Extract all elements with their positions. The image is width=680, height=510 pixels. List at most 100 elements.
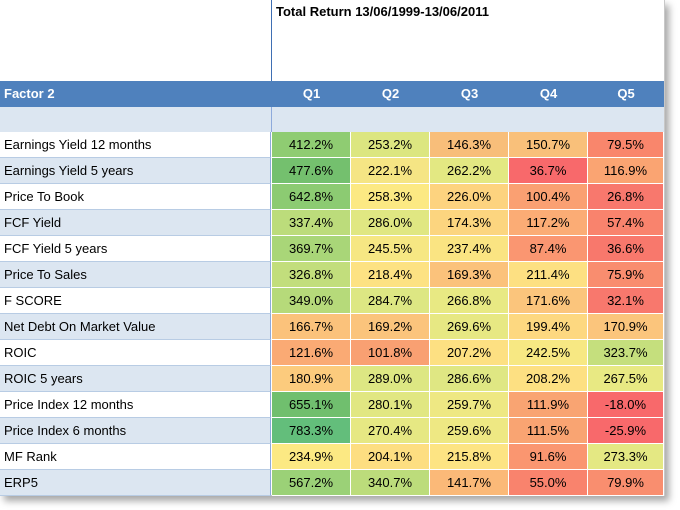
header-q1[interactable]: Q1: [302, 86, 321, 101]
return-cell-q2[interactable]: 218.4%: [351, 262, 430, 288]
blank-row[interactable]: [0, 107, 664, 132]
return-cell-q4[interactable]: 36.7%: [509, 158, 588, 184]
table-row: Net Debt On Market Value 166.7% 169.2% 269.…: [0, 314, 664, 340]
return-cell-q5[interactable]: 26.8%: [588, 184, 664, 210]
return-cell-q3[interactable]: 286.6%: [430, 366, 509, 392]
table-row: FCF Yield 337.4% 286.0% 174.3% 117.2% 57.4%: [0, 210, 664, 236]
return-cell-q3[interactable]: 266.8%: [430, 288, 509, 314]
return-cell-q3[interactable]: 169.3%: [430, 262, 509, 288]
return-cell-q2[interactable]: 204.1%: [351, 444, 430, 470]
return-cell-q1[interactable]: 180.9%: [272, 366, 351, 392]
factor-name-cell[interactable]: Net Debt On Market Value: [0, 314, 271, 340]
return-cell-q2[interactable]: 245.5%: [351, 236, 430, 262]
return-cell-q4[interactable]: 171.6%: [509, 288, 588, 314]
return-cell-q4[interactable]: 242.5%: [509, 340, 588, 366]
factor-name-cell[interactable]: Price Index 6 months: [0, 418, 271, 444]
return-cell-q5[interactable]: 323.7%: [588, 340, 664, 366]
return-cell-q1[interactable]: 349.0%: [272, 288, 351, 314]
factor-name-cell[interactable]: ROIC: [0, 340, 271, 366]
return-cell-q1[interactable]: 121.6%: [272, 340, 351, 366]
return-cell-q4[interactable]: 150.7%: [509, 132, 588, 158]
return-cell-q3[interactable]: 262.2%: [430, 158, 509, 184]
return-cell-q3[interactable]: 259.7%: [430, 392, 509, 418]
return-cell-q4[interactable]: 100.4%: [509, 184, 588, 210]
return-cell-q5[interactable]: -25.9%: [588, 418, 664, 444]
return-cell-q5[interactable]: 79.5%: [588, 132, 664, 158]
return-cell-q2[interactable]: 258.3%: [351, 184, 430, 210]
return-cell-q5[interactable]: 36.6%: [588, 236, 664, 262]
return-cell-q2[interactable]: 284.7%: [351, 288, 430, 314]
return-cell-q4[interactable]: 199.4%: [509, 314, 588, 340]
factor-name-cell[interactable]: FCF Yield 5 years: [0, 236, 271, 262]
table-row: Price Index 12 months 655.1% 280.1% 259.7% 1…: [0, 392, 664, 418]
return-cell-q3[interactable]: 237.4%: [430, 236, 509, 262]
return-cell-q4[interactable]: 91.6%: [509, 444, 588, 470]
return-cell-q2[interactable]: 101.8%: [351, 340, 430, 366]
return-cell-q5[interactable]: 170.9%: [588, 314, 664, 340]
return-cell-q1[interactable]: 337.4%: [272, 210, 351, 236]
return-cell-q3[interactable]: 207.2%: [430, 340, 509, 366]
return-cell-q2[interactable]: 289.0%: [351, 366, 430, 392]
return-cell-q3[interactable]: 174.3%: [430, 210, 509, 236]
factor-name-cell[interactable]: MF Rank: [0, 444, 271, 470]
factor-name-cell[interactable]: FCF Yield: [0, 210, 271, 236]
return-cell-q2[interactable]: 222.1%: [351, 158, 430, 184]
spreadsheet-table: Total Return 13/06/1999-13/06/2011 Facto…: [0, 0, 665, 496]
return-cell-q5[interactable]: 273.3%: [588, 444, 664, 470]
return-cell-q1[interactable]: 326.8%: [272, 262, 351, 288]
header-q2[interactable]: Q2: [381, 86, 400, 101]
return-cell-q1[interactable]: 166.7%: [272, 314, 351, 340]
factor-name-cell[interactable]: Price To Book: [0, 184, 271, 210]
header-q3[interactable]: Q3: [460, 86, 479, 101]
empty-corner-cell[interactable]: [0, 0, 271, 81]
return-cell-q1[interactable]: 369.7%: [272, 236, 351, 262]
return-cell-q1[interactable]: 567.2%: [272, 470, 351, 496]
return-cell-q3[interactable]: 226.0%: [430, 184, 509, 210]
return-cell-q4[interactable]: 117.2%: [509, 210, 588, 236]
return-cell-q5[interactable]: 75.9%: [588, 262, 664, 288]
header-row: Factor 2 Q1 Q2 Q3 Q4 Q5: [0, 81, 664, 107]
factor-name-cell[interactable]: F SCORE: [0, 288, 271, 314]
return-cell-q4[interactable]: 55.0%: [509, 470, 588, 496]
return-cell-q5[interactable]: -18.0%: [588, 392, 664, 418]
table-row: F SCORE 349.0% 284.7% 266.8% 171.6% 32.1%: [0, 288, 664, 314]
return-cell-q5[interactable]: 267.5%: [588, 366, 664, 392]
factor-name-cell[interactable]: ROIC 5 years: [0, 366, 271, 392]
return-cell-q4[interactable]: 87.4%: [509, 236, 588, 262]
return-cell-q1[interactable]: 477.6%: [272, 158, 351, 184]
return-cell-q2[interactable]: 280.1%: [351, 392, 430, 418]
return-cell-q4[interactable]: 111.9%: [509, 392, 588, 418]
header-factor-label[interactable]: Factor 2: [4, 86, 55, 101]
table-row: MF Rank 234.9% 204.1% 215.8% 91.6% 273.3%: [0, 444, 664, 470]
return-cell-q4[interactable]: 208.2%: [509, 366, 588, 392]
return-cell-q4[interactable]: 111.5%: [509, 418, 588, 444]
return-cell-q3[interactable]: 141.7%: [430, 470, 509, 496]
factor-name-cell[interactable]: ERP5: [0, 470, 271, 496]
header-q4[interactable]: Q4: [539, 86, 558, 101]
return-cell-q1[interactable]: 412.2%: [272, 132, 351, 158]
return-cell-q3[interactable]: 146.3%: [430, 132, 509, 158]
return-cell-q1[interactable]: 642.8%: [272, 184, 351, 210]
return-cell-q5[interactable]: 57.4%: [588, 210, 664, 236]
table-title[interactable]: Total Return 13/06/1999-13/06/2011: [276, 4, 489, 19]
return-cell-q5[interactable]: 79.9%: [588, 470, 664, 496]
return-cell-q4[interactable]: 211.4%: [509, 262, 588, 288]
factor-name-cell[interactable]: Earnings Yield 5 years: [0, 158, 271, 184]
return-cell-q2[interactable]: 169.2%: [351, 314, 430, 340]
return-cell-q1[interactable]: 234.9%: [272, 444, 351, 470]
factor-name-cell[interactable]: Price To Sales: [0, 262, 271, 288]
return-cell-q2[interactable]: 340.7%: [351, 470, 430, 496]
return-cell-q2[interactable]: 253.2%: [351, 132, 430, 158]
return-cell-q1[interactable]: 783.3%: [272, 418, 351, 444]
return-cell-q3[interactable]: 269.6%: [430, 314, 509, 340]
return-cell-q2[interactable]: 270.4%: [351, 418, 430, 444]
return-cell-q3[interactable]: 215.8%: [430, 444, 509, 470]
header-q5[interactable]: Q5: [617, 86, 635, 101]
return-cell-q1[interactable]: 655.1%: [272, 392, 351, 418]
return-cell-q3[interactable]: 259.6%: [430, 418, 509, 444]
return-cell-q5[interactable]: 32.1%: [588, 288, 664, 314]
return-cell-q2[interactable]: 286.0%: [351, 210, 430, 236]
factor-name-cell[interactable]: Earnings Yield 12 months: [0, 132, 271, 158]
factor-name-cell[interactable]: Price Index 12 months: [0, 392, 271, 418]
return-cell-q5[interactable]: 116.9%: [588, 158, 664, 184]
